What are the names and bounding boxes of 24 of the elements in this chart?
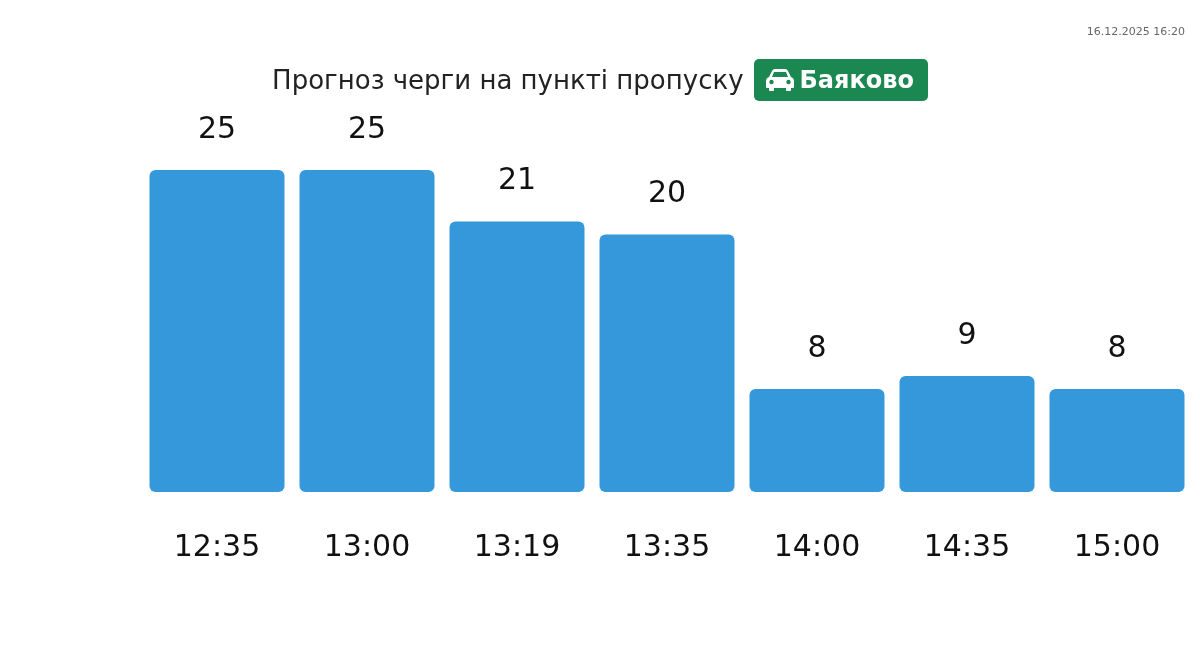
data-label: 25 bbox=[197, 109, 237, 145]
data-label: 9 bbox=[957, 315, 977, 351]
x-tick-label: 14:35 bbox=[923, 527, 1011, 563]
chart-title: Прогноз черги на пункті пропуску bbox=[272, 65, 744, 95]
data-label: 21 bbox=[497, 161, 537, 197]
bar bbox=[899, 376, 1035, 492]
data-label: 8 bbox=[1107, 328, 1127, 364]
data-label: 20 bbox=[647, 174, 687, 210]
text: 16.12.2025 16:20 bbox=[1086, 25, 1185, 39]
bar bbox=[449, 221, 585, 492]
chart-subtitle: Баяково bbox=[799, 66, 914, 94]
x-tick-label: 13:00 bbox=[323, 527, 411, 563]
bar bbox=[299, 170, 435, 492]
x-tick-label: 13:19 bbox=[473, 527, 561, 563]
bar bbox=[599, 234, 735, 492]
x-tick-label: 13:35 bbox=[623, 527, 711, 563]
data-label: 25 bbox=[347, 109, 387, 145]
bar bbox=[1049, 388, 1185, 492]
x-tick-label: 15:00 bbox=[1073, 527, 1161, 563]
x-tick-label: 12:35 bbox=[173, 527, 261, 563]
bar bbox=[749, 388, 885, 492]
x-tick-label: 14:00 bbox=[773, 527, 861, 563]
bar bbox=[149, 170, 285, 492]
data-label: 8 bbox=[807, 328, 827, 364]
